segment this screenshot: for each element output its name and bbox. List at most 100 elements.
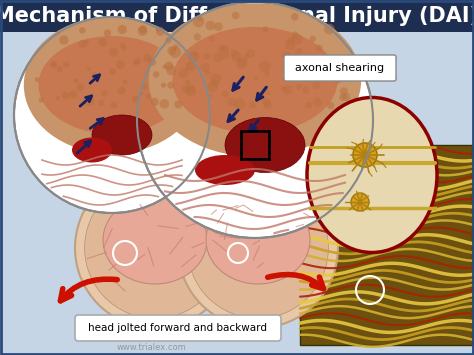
Circle shape	[306, 72, 310, 76]
Circle shape	[201, 62, 210, 72]
Ellipse shape	[195, 155, 255, 185]
Circle shape	[137, 2, 373, 238]
Ellipse shape	[38, 36, 185, 134]
Circle shape	[188, 178, 328, 318]
Circle shape	[207, 93, 212, 99]
Circle shape	[305, 71, 311, 78]
FancyBboxPatch shape	[75, 315, 281, 341]
Circle shape	[210, 73, 221, 84]
Circle shape	[264, 101, 272, 109]
Circle shape	[213, 53, 223, 62]
Circle shape	[79, 40, 87, 48]
Circle shape	[194, 52, 199, 56]
Circle shape	[141, 83, 147, 90]
Circle shape	[167, 82, 174, 89]
Circle shape	[101, 91, 107, 97]
Circle shape	[197, 16, 202, 21]
Circle shape	[133, 60, 138, 65]
Circle shape	[334, 76, 341, 84]
Circle shape	[234, 98, 246, 109]
Circle shape	[163, 65, 167, 69]
Circle shape	[146, 94, 151, 99]
Circle shape	[73, 78, 79, 84]
Circle shape	[185, 62, 195, 71]
Ellipse shape	[173, 27, 337, 133]
FancyBboxPatch shape	[284, 55, 396, 81]
Circle shape	[312, 81, 320, 89]
Circle shape	[153, 71, 159, 78]
Circle shape	[340, 87, 348, 95]
Circle shape	[342, 93, 350, 101]
Ellipse shape	[72, 137, 112, 163]
Circle shape	[309, 64, 316, 71]
Circle shape	[98, 100, 104, 106]
Circle shape	[173, 44, 178, 50]
Ellipse shape	[206, 196, 310, 284]
Circle shape	[185, 80, 190, 85]
Circle shape	[116, 60, 125, 69]
Circle shape	[232, 12, 239, 19]
Circle shape	[217, 46, 222, 51]
Circle shape	[166, 66, 176, 75]
Circle shape	[296, 48, 302, 54]
Circle shape	[139, 25, 147, 33]
Circle shape	[122, 46, 127, 51]
Circle shape	[110, 102, 118, 109]
Circle shape	[174, 100, 182, 108]
Circle shape	[296, 84, 301, 90]
Circle shape	[319, 64, 326, 70]
Circle shape	[138, 26, 147, 36]
Circle shape	[316, 45, 323, 51]
Bar	[241, 131, 269, 159]
Circle shape	[231, 51, 241, 61]
Circle shape	[282, 51, 291, 60]
Circle shape	[69, 91, 77, 98]
Circle shape	[182, 85, 190, 94]
Circle shape	[85, 97, 94, 106]
Text: axonal shearing: axonal shearing	[295, 63, 384, 73]
Circle shape	[292, 34, 303, 45]
Circle shape	[120, 43, 125, 48]
Circle shape	[236, 58, 246, 69]
Ellipse shape	[307, 98, 437, 252]
Circle shape	[212, 80, 219, 87]
Circle shape	[51, 61, 56, 66]
Circle shape	[109, 48, 118, 57]
Circle shape	[310, 36, 316, 42]
Circle shape	[264, 72, 270, 77]
Circle shape	[193, 16, 204, 27]
Circle shape	[291, 13, 299, 21]
Ellipse shape	[92, 115, 152, 155]
Circle shape	[86, 67, 91, 71]
Circle shape	[14, 17, 210, 213]
Circle shape	[342, 57, 352, 67]
Circle shape	[207, 81, 218, 92]
Circle shape	[123, 80, 128, 84]
Circle shape	[244, 54, 249, 59]
Circle shape	[230, 49, 238, 56]
Circle shape	[313, 98, 322, 106]
Bar	[0, 0, 474, 32]
Circle shape	[151, 98, 159, 106]
Circle shape	[327, 102, 335, 109]
Circle shape	[164, 61, 173, 71]
Circle shape	[132, 95, 139, 103]
Circle shape	[75, 168, 235, 328]
Circle shape	[59, 36, 69, 45]
Circle shape	[254, 77, 258, 81]
Circle shape	[91, 72, 98, 78]
Circle shape	[228, 98, 236, 107]
Circle shape	[222, 45, 229, 52]
Circle shape	[187, 86, 195, 93]
Circle shape	[237, 57, 248, 67]
Circle shape	[156, 27, 164, 36]
Circle shape	[143, 54, 152, 62]
Bar	[300, 145, 472, 345]
Circle shape	[205, 70, 210, 75]
Circle shape	[98, 38, 107, 47]
Circle shape	[178, 168, 338, 328]
Circle shape	[249, 101, 256, 109]
Text: www.trialex.com: www.trialex.com	[117, 343, 187, 351]
Circle shape	[85, 39, 89, 44]
Circle shape	[281, 86, 285, 91]
